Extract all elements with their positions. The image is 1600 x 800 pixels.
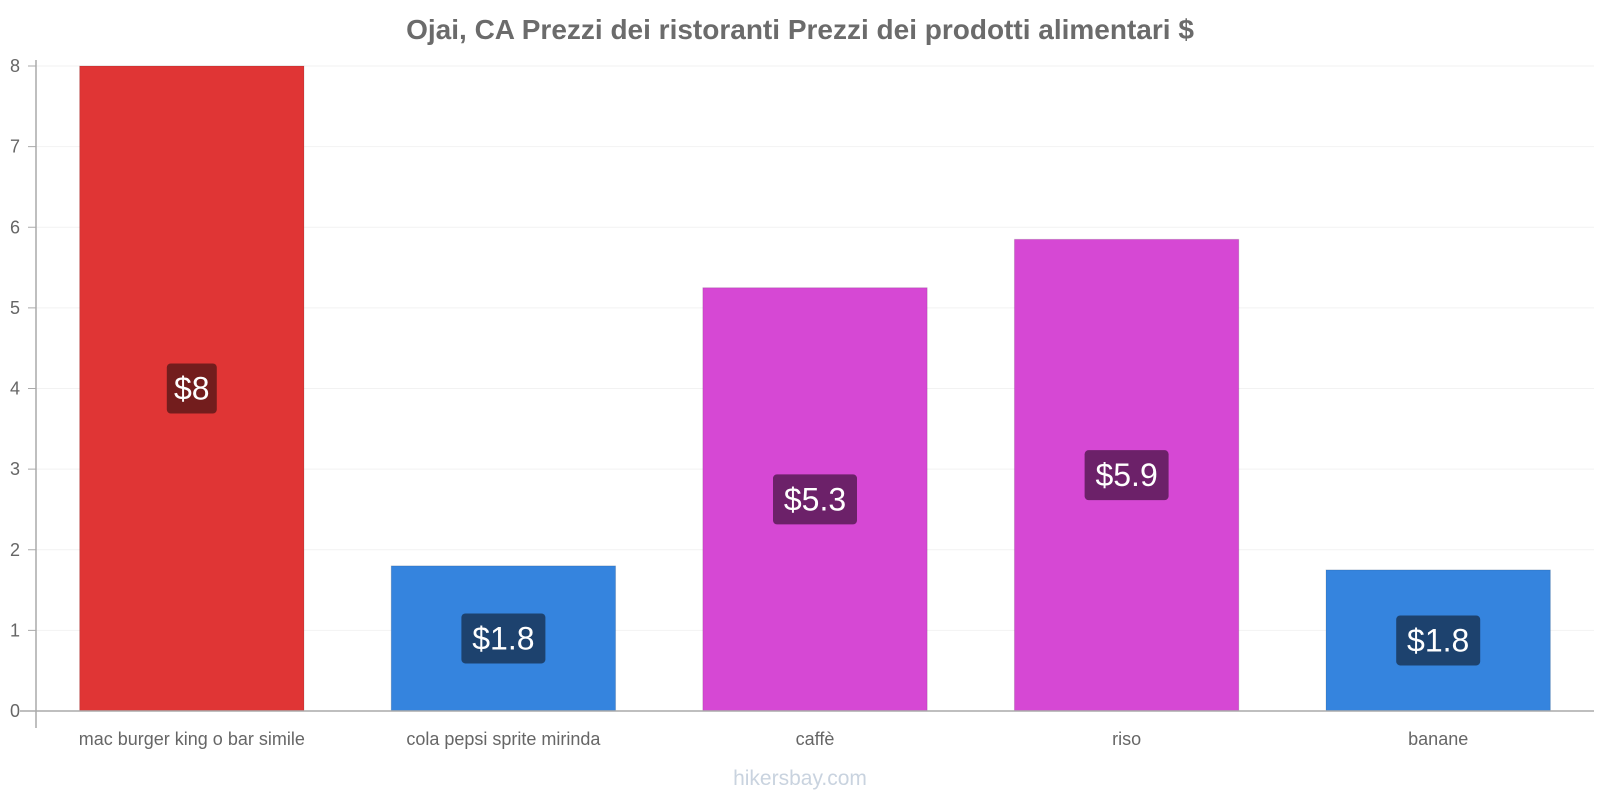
value-label: $1.8 <box>472 620 534 656</box>
y-tick-label: 3 <box>10 459 20 479</box>
x-category-label: caffè <box>796 729 835 749</box>
y-tick-label: 8 <box>10 56 20 76</box>
chart-title: Ojai, CA Prezzi dei ristoranti Prezzi de… <box>406 14 1194 45</box>
value-labels: $8 $1.8 $5.3 $5.9 $1.8 <box>166 363 1481 666</box>
value-label: $5.9 <box>1095 457 1157 493</box>
value-label-background <box>1084 450 1169 501</box>
x-category-label: riso <box>1112 729 1141 749</box>
y-tick-label: 6 <box>10 217 20 237</box>
y-tick-label: 1 <box>10 620 20 640</box>
y-tick-label: 2 <box>10 540 20 560</box>
value-label-background <box>461 613 546 664</box>
x-category-label: mac burger king o bar simile <box>79 729 305 749</box>
value-label-background <box>773 474 857 525</box>
y-tick-label: 7 <box>10 137 20 157</box>
value-label: $1.8 <box>1407 622 1469 658</box>
x-category-labels: mac burger king o bar simile cola pepsi s… <box>79 729 1468 749</box>
y-tick-label: 5 <box>10 298 20 318</box>
watermark: hikersbay.com <box>733 767 867 790</box>
value-label-background <box>166 363 217 414</box>
x-category-label: banane <box>1408 729 1468 749</box>
value-label: $8 <box>174 371 210 407</box>
value-label-background <box>1396 615 1481 666</box>
value-label: $5.3 <box>784 481 846 517</box>
axes <box>20 60 1594 728</box>
y-tick-label: 0 <box>10 701 20 721</box>
x-category-label: cola pepsi sprite mirinda <box>406 729 601 749</box>
y-tick-label: 4 <box>10 379 20 399</box>
y-tick-labels: 0 1 2 3 4 5 6 7 8 <box>10 56 20 721</box>
